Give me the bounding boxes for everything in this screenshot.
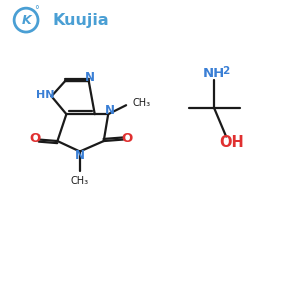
Text: NH: NH [203, 67, 225, 80]
Text: N: N [85, 71, 95, 84]
Text: OH: OH [219, 135, 244, 150]
Text: N: N [75, 149, 85, 162]
Text: Kuujia: Kuujia [53, 13, 110, 28]
Text: CH₃: CH₃ [71, 176, 89, 186]
Text: N: N [105, 104, 115, 117]
Text: O: O [122, 133, 133, 146]
Text: 2: 2 [222, 66, 229, 76]
Text: K: K [21, 14, 31, 27]
Text: °: ° [34, 5, 39, 15]
Text: CH₃: CH₃ [133, 98, 151, 108]
Text: HN: HN [36, 90, 54, 100]
Text: O: O [29, 133, 40, 146]
